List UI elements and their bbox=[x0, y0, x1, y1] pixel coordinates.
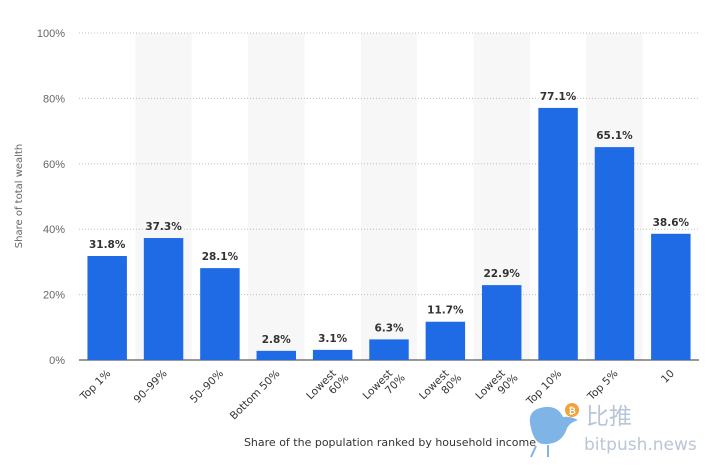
x-tick-label: Top 10% bbox=[524, 368, 565, 409]
bar bbox=[482, 285, 522, 360]
watermark-cn: 比推 bbox=[586, 404, 632, 430]
plot-band bbox=[248, 33, 305, 360]
x-tick-label: 10 bbox=[659, 368, 677, 386]
svg-text:₿: ₿ bbox=[568, 406, 575, 417]
bar bbox=[594, 147, 635, 360]
y-tick-label: 0% bbox=[49, 355, 65, 367]
x-tick-label-line: Top 5% bbox=[585, 368, 621, 404]
data-label: 3.1% bbox=[318, 333, 348, 345]
data-label: 28.1% bbox=[202, 251, 239, 263]
bar bbox=[200, 268, 240, 360]
y-tick-label: 40% bbox=[43, 224, 65, 236]
bar bbox=[425, 321, 466, 360]
bar bbox=[369, 339, 409, 360]
x-tick-label-line: 10 bbox=[659, 368, 677, 386]
x-axis-title: Share of the population ranked by househ… bbox=[244, 436, 536, 449]
x-tick-label-line: 50–90% bbox=[188, 368, 226, 406]
x-tick-label: Top 5% bbox=[585, 368, 621, 404]
y-tick-label: 20% bbox=[43, 290, 65, 302]
x-tick-label-line: Top 10% bbox=[524, 368, 565, 409]
data-label: 37.3% bbox=[145, 221, 182, 233]
y-tick-label: 60% bbox=[43, 159, 65, 171]
data-label: 31.8% bbox=[89, 239, 126, 251]
x-tick-label: 50–90% bbox=[188, 368, 226, 406]
data-label: 2.8% bbox=[262, 334, 292, 346]
data-label: 38.6% bbox=[653, 217, 690, 229]
bars bbox=[87, 107, 691, 361]
plot-band bbox=[360, 33, 418, 360]
y-tick-label: 100% bbox=[37, 28, 65, 40]
data-label: 65.1% bbox=[596, 130, 633, 142]
y-axis-ticks: 0% 20% 40% 60% 80% 100% bbox=[37, 28, 65, 367]
bar bbox=[651, 233, 691, 360]
bar bbox=[312, 349, 353, 360]
y-axis-title: Share of total wealth bbox=[14, 144, 25, 248]
bitpush-watermark: ₿ 比推 bitpush.news bbox=[529, 403, 697, 458]
bird-logo-icon: ₿ bbox=[529, 403, 579, 458]
bar bbox=[256, 350, 296, 360]
data-label: 6.3% bbox=[374, 322, 404, 334]
x-tick-label-line: Bottom 50% bbox=[228, 368, 283, 423]
bar bbox=[87, 256, 127, 360]
x-tick-label: 90–99% bbox=[132, 368, 170, 406]
data-labels: 31.8% 37.3% 28.1% 2.8% 3.1% 6.3% 11.7% 22.9% 77.… bbox=[89, 91, 690, 346]
y-tick-label: 80% bbox=[43, 93, 65, 105]
bar bbox=[538, 107, 578, 361]
data-label: 22.9% bbox=[484, 268, 521, 280]
watermark-en: bitpush.news bbox=[584, 435, 697, 455]
x-tick-label: Top 1% bbox=[77, 368, 113, 404]
bar bbox=[143, 238, 184, 360]
x-tick-label-line: Top 1% bbox=[77, 368, 113, 404]
data-label: 11.7% bbox=[427, 305, 464, 317]
data-label: 77.1% bbox=[540, 91, 577, 103]
x-tick-label-line: 90–99% bbox=[132, 368, 170, 406]
x-tick-label: Bottom 50% bbox=[228, 368, 283, 423]
